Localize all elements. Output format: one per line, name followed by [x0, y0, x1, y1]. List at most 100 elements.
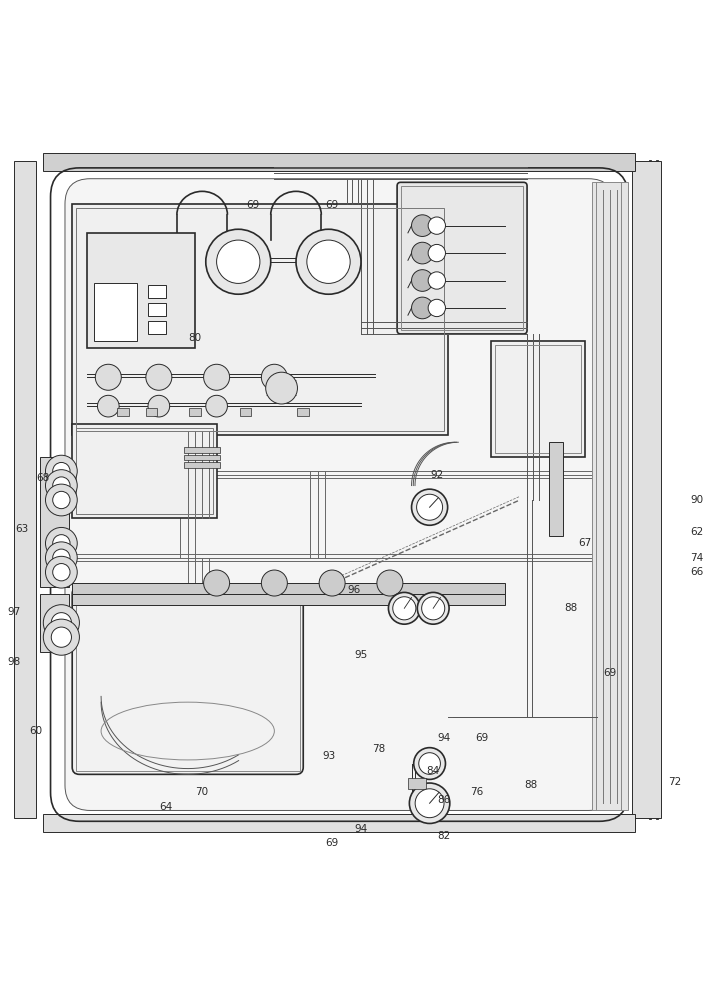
- Circle shape: [266, 372, 297, 404]
- Circle shape: [261, 364, 287, 390]
- Text: 69: 69: [326, 838, 339, 848]
- Circle shape: [412, 242, 433, 264]
- Circle shape: [51, 613, 71, 633]
- Circle shape: [146, 364, 172, 390]
- Text: 72: 72: [669, 777, 682, 787]
- Circle shape: [45, 470, 77, 501]
- Text: 78: 78: [373, 744, 386, 754]
- Circle shape: [422, 597, 445, 620]
- Bar: [297, 408, 309, 416]
- Circle shape: [428, 272, 445, 289]
- Bar: [87, 233, 195, 348]
- Bar: [491, 341, 585, 457]
- Text: 88: 88: [524, 780, 537, 790]
- Circle shape: [43, 619, 79, 655]
- Text: 74: 74: [690, 553, 703, 563]
- Circle shape: [43, 605, 79, 641]
- Bar: [72, 424, 217, 518]
- Text: 70: 70: [196, 787, 209, 797]
- Bar: [148, 285, 166, 298]
- Bar: [592, 182, 628, 810]
- Text: 86: 86: [438, 795, 451, 805]
- Circle shape: [206, 229, 271, 294]
- Circle shape: [45, 527, 77, 559]
- Bar: [76, 208, 444, 431]
- Text: 69: 69: [476, 733, 489, 743]
- Circle shape: [417, 592, 449, 624]
- Bar: [43, 153, 635, 171]
- Bar: [189, 408, 201, 416]
- Bar: [72, 583, 505, 594]
- Bar: [72, 594, 505, 605]
- Circle shape: [53, 477, 70, 494]
- Bar: [76, 590, 300, 771]
- Bar: [240, 408, 251, 416]
- Circle shape: [53, 549, 70, 566]
- Text: 97: 97: [8, 607, 21, 617]
- Bar: [14, 161, 36, 818]
- Text: 84: 84: [427, 766, 440, 776]
- Bar: [117, 408, 129, 416]
- Circle shape: [204, 570, 230, 596]
- Text: 60: 60: [30, 726, 43, 736]
- Circle shape: [412, 297, 433, 319]
- Circle shape: [415, 789, 444, 818]
- Text: 69: 69: [604, 668, 617, 678]
- Bar: [184, 455, 220, 460]
- Text: 92: 92: [430, 470, 443, 480]
- Circle shape: [53, 462, 70, 480]
- Circle shape: [307, 240, 350, 283]
- Circle shape: [412, 215, 433, 236]
- Circle shape: [206, 395, 227, 417]
- Bar: [495, 345, 581, 453]
- Circle shape: [51, 627, 71, 647]
- Text: 94: 94: [438, 733, 451, 743]
- Text: 69: 69: [326, 200, 339, 210]
- Text: 93: 93: [322, 751, 335, 761]
- Circle shape: [393, 597, 416, 620]
- Bar: [408, 778, 426, 789]
- Bar: [94, 283, 137, 341]
- Circle shape: [319, 570, 345, 596]
- Circle shape: [414, 748, 445, 779]
- Circle shape: [45, 542, 77, 574]
- Text: 64: 64: [160, 802, 173, 812]
- Text: 96: 96: [347, 585, 360, 595]
- Circle shape: [417, 494, 443, 520]
- Text: 95: 95: [355, 650, 367, 660]
- FancyBboxPatch shape: [397, 182, 527, 334]
- Text: 66: 66: [690, 567, 703, 577]
- Bar: [148, 321, 166, 334]
- Circle shape: [97, 395, 119, 417]
- Text: 90: 90: [690, 495, 703, 505]
- Circle shape: [95, 364, 121, 390]
- FancyBboxPatch shape: [72, 587, 303, 774]
- Text: 88: 88: [564, 603, 577, 613]
- Bar: [40, 457, 69, 587]
- Circle shape: [428, 217, 445, 234]
- Text: 63: 63: [15, 524, 28, 534]
- Circle shape: [412, 270, 433, 291]
- Text: 76: 76: [470, 787, 483, 797]
- Circle shape: [53, 564, 70, 581]
- Text: 67: 67: [578, 538, 591, 548]
- Circle shape: [53, 491, 70, 509]
- Circle shape: [419, 753, 440, 774]
- Bar: [40, 594, 69, 652]
- Circle shape: [428, 299, 445, 317]
- Bar: [72, 204, 448, 435]
- Circle shape: [412, 489, 448, 525]
- Text: 82: 82: [438, 831, 451, 841]
- Circle shape: [296, 229, 361, 294]
- Circle shape: [409, 783, 450, 823]
- Circle shape: [148, 395, 170, 417]
- Text: 62: 62: [690, 527, 703, 537]
- Circle shape: [45, 455, 77, 487]
- Bar: [632, 161, 661, 818]
- Circle shape: [261, 570, 287, 596]
- Bar: [549, 442, 563, 536]
- Text: 94: 94: [355, 824, 367, 834]
- Text: 68: 68: [37, 473, 50, 483]
- Bar: [146, 408, 157, 416]
- Circle shape: [53, 535, 70, 552]
